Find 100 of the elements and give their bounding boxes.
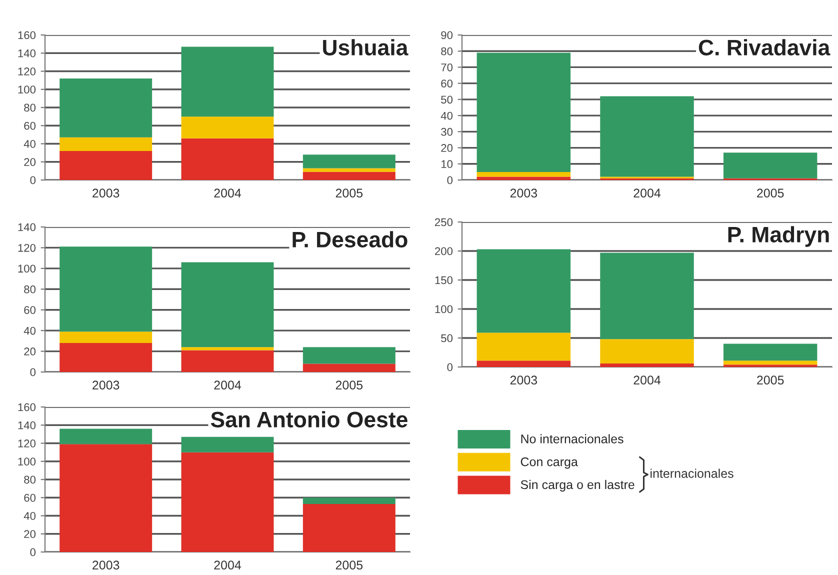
y-tick-label: 0 bbox=[30, 548, 36, 556]
bar bbox=[60, 78, 152, 138]
bar bbox=[60, 343, 152, 372]
y-tick-label: 140 bbox=[18, 223, 36, 232]
y-tick-label: 40 bbox=[24, 140, 36, 148]
chart-title: P. Deseado bbox=[292, 231, 408, 248]
y-tick-label: 60 bbox=[441, 80, 453, 88]
bar bbox=[60, 151, 152, 180]
y-tick-label: 140 bbox=[18, 421, 36, 430]
y-tick-label: 40 bbox=[24, 512, 36, 520]
y-tick-label: 20 bbox=[24, 158, 36, 166]
bar bbox=[476, 172, 571, 177]
y-tick-label: 100 bbox=[18, 264, 36, 273]
bar bbox=[181, 46, 274, 117]
bar bbox=[723, 344, 818, 361]
bar bbox=[600, 96, 694, 177]
y-tick-label: 80 bbox=[24, 476, 36, 484]
y-tick-label: 60 bbox=[24, 494, 36, 502]
y-tick-label: 30 bbox=[441, 128, 453, 136]
bar bbox=[723, 360, 818, 365]
y-tick-label: 80 bbox=[441, 47, 453, 56]
bar bbox=[60, 246, 152, 332]
x-tick-label: 2005 bbox=[757, 376, 784, 385]
bar bbox=[302, 347, 396, 364]
y-tick-label: 100 bbox=[435, 305, 453, 314]
y-tick-label: 120 bbox=[18, 244, 36, 252]
y-tick-label: 20 bbox=[24, 530, 36, 538]
y-tick-label: 0 bbox=[30, 368, 36, 376]
y-tick-label: 120 bbox=[18, 68, 36, 76]
bar bbox=[181, 138, 274, 180]
legend-label: Con carga bbox=[520, 457, 578, 469]
y-tick-label: 200 bbox=[434, 247, 453, 256]
y-tick-label: 70 bbox=[441, 63, 453, 72]
bar bbox=[60, 137, 152, 151]
x-tick-label: 2004 bbox=[634, 376, 661, 385]
bar bbox=[181, 452, 274, 552]
bar bbox=[302, 504, 396, 552]
x-tick-label: 2005 bbox=[336, 380, 363, 390]
bar bbox=[181, 347, 274, 350]
y-tick-label: 0 bbox=[447, 176, 453, 184]
bar bbox=[600, 339, 694, 364]
bar bbox=[181, 262, 274, 348]
bar bbox=[181, 116, 274, 138]
bar bbox=[60, 428, 152, 444]
y-tick-label: 120 bbox=[18, 440, 36, 448]
bar bbox=[476, 360, 571, 367]
y-tick-label: 10 bbox=[441, 160, 453, 168]
y-tick-label: 40 bbox=[24, 326, 36, 335]
bar bbox=[302, 498, 396, 504]
y-tick-label: 150 bbox=[435, 276, 453, 284]
y-tick-label: 100 bbox=[18, 86, 36, 94]
y-tick-label: 20 bbox=[441, 144, 453, 152]
y-tick-label: 80 bbox=[24, 285, 36, 294]
bar bbox=[476, 249, 571, 333]
y-tick-label: 90 bbox=[441, 31, 453, 40]
y-tick-label: 160 bbox=[18, 31, 36, 40]
chart-title: C. Rivadavia bbox=[698, 39, 830, 56]
bar bbox=[600, 364, 694, 367]
bar bbox=[302, 364, 396, 372]
chart-title: P. Madryn bbox=[728, 226, 829, 247]
x-tick-label: 2004 bbox=[214, 560, 242, 570]
x-tick-label: 2003 bbox=[510, 376, 538, 385]
x-tick-label: 2005 bbox=[336, 560, 363, 570]
y-tick-label: 60 bbox=[24, 122, 36, 130]
bar bbox=[60, 444, 152, 552]
y-tick-label: 0 bbox=[447, 363, 453, 372]
bar bbox=[476, 332, 571, 361]
x-tick-label: 2003 bbox=[92, 188, 120, 198]
y-tick-label: 50 bbox=[441, 334, 453, 342]
y-tick-label: 100 bbox=[18, 458, 36, 466]
bar bbox=[181, 350, 274, 372]
y-tick-label: 50 bbox=[441, 96, 453, 104]
bar bbox=[302, 168, 396, 172]
x-tick-label: 2004 bbox=[214, 188, 242, 198]
y-tick-label: 0 bbox=[30, 176, 36, 184]
y-tick-label: 20 bbox=[24, 348, 36, 356]
y-tick-label: 140 bbox=[18, 49, 36, 58]
y-tick-label: 250 bbox=[434, 218, 453, 226]
y-tick-label: 160 bbox=[18, 403, 36, 412]
y-tick-label: 60 bbox=[24, 306, 36, 314]
x-tick-label: 2003 bbox=[510, 188, 538, 198]
bar bbox=[302, 172, 396, 180]
y-tick-label: 80 bbox=[24, 104, 36, 112]
legend-label: No internacionales bbox=[521, 434, 624, 444]
bar bbox=[476, 176, 571, 180]
x-tick-label: 2005 bbox=[336, 188, 363, 198]
bar bbox=[302, 154, 396, 168]
bar bbox=[723, 152, 818, 178]
x-tick-label: 2004 bbox=[634, 188, 661, 198]
chart-title: San Antonio Oeste bbox=[210, 411, 408, 428]
bar bbox=[476, 52, 571, 172]
bar bbox=[600, 252, 694, 340]
bar bbox=[181, 436, 274, 452]
x-tick-label: 2003 bbox=[92, 380, 120, 390]
chart-title: Ushuaia bbox=[323, 39, 408, 56]
bar bbox=[60, 332, 152, 343]
x-tick-label: 2004 bbox=[214, 380, 242, 390]
text: internacionales bbox=[650, 468, 734, 478]
legend-label: Sin carga o en lastre bbox=[520, 480, 634, 492]
x-tick-label: 2005 bbox=[757, 188, 784, 198]
